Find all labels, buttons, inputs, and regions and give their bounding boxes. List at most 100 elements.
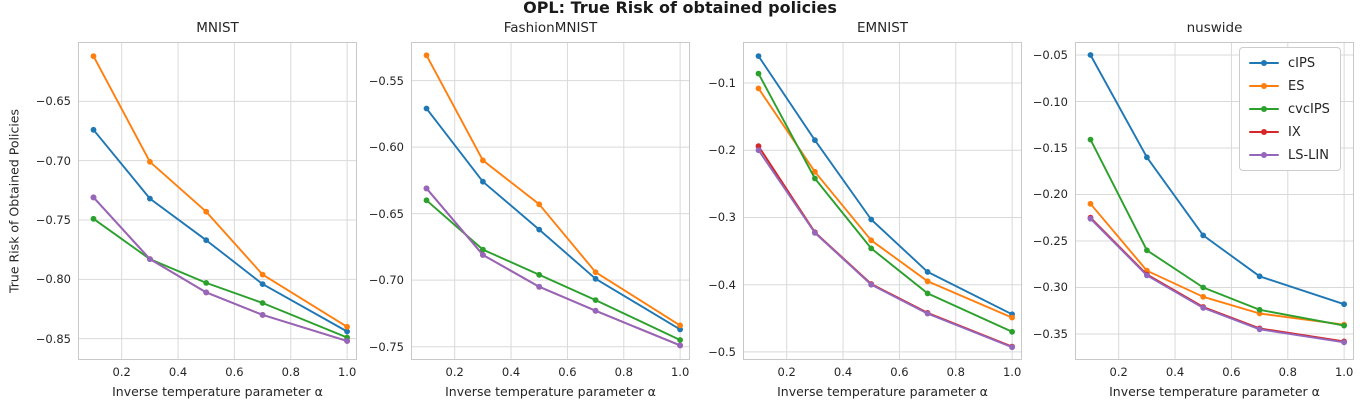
data-point-es bbox=[1009, 314, 1015, 321]
data-point-es bbox=[1200, 293, 1207, 300]
data-point-cvcips bbox=[480, 246, 486, 253]
gridlines bbox=[743, 42, 1022, 360]
y-tick-label: −0.05 bbox=[1032, 48, 1068, 63]
x-axis-label-emnist: Inverse temperature parameter α bbox=[777, 384, 988, 399]
x-tick-label: 1.0 bbox=[337, 365, 357, 379]
data-point-ls-lin bbox=[1256, 326, 1263, 333]
data-point-es bbox=[592, 269, 599, 276]
data-point-ls-lin bbox=[536, 283, 543, 290]
y-tick-label: −0.15 bbox=[1032, 141, 1068, 155]
data-point-ls-lin bbox=[677, 342, 683, 349]
data-point-ix bbox=[755, 143, 762, 150]
data-point-cvcips bbox=[1087, 136, 1094, 143]
x-tick-label: 0.2 bbox=[112, 365, 131, 379]
series-cips bbox=[1087, 52, 1347, 308]
y-tick-label: −0.35 bbox=[1032, 326, 1068, 341]
x-tick-label: 0.2 bbox=[1109, 365, 1128, 379]
series-line-ix bbox=[1089, 216, 1346, 343]
series-cvcips bbox=[755, 70, 1015, 335]
legend-line-sample-ix bbox=[1249, 129, 1279, 135]
data-point-ls-lin bbox=[480, 252, 486, 258]
data-point-ls-lin bbox=[203, 289, 210, 296]
data-point-ls-lin bbox=[1009, 344, 1015, 351]
x-tick-label: 0.4 bbox=[501, 365, 521, 379]
series-line-ls-lin bbox=[1089, 217, 1346, 344]
subplot-title-fashionmnist: FashionMNIST bbox=[503, 20, 598, 36]
data-point-ls-lin bbox=[868, 281, 875, 288]
data-point-es bbox=[344, 323, 350, 330]
data-point-cips bbox=[868, 216, 875, 223]
legend-entry-cvcips: cvcIPS bbox=[1249, 101, 1330, 117]
series-line-es bbox=[92, 55, 349, 328]
data-point-cips bbox=[147, 195, 153, 202]
series-line-cips bbox=[92, 128, 349, 333]
data-point-cvcips bbox=[592, 297, 599, 303]
data-point-es bbox=[812, 168, 818, 175]
x-tick-label: 0.8 bbox=[1278, 365, 1297, 379]
series-cips bbox=[90, 126, 350, 335]
x-tick-label: 0.8 bbox=[614, 365, 633, 379]
legend-entry-cips: cIPS bbox=[1249, 55, 1330, 71]
series-ls-lin bbox=[90, 194, 350, 344]
data-point-cvcips bbox=[812, 175, 818, 182]
data-point-cips bbox=[1256, 273, 1263, 280]
x-axis-label-nuswide: Inverse temperature parameter α bbox=[1109, 384, 1320, 399]
legend-entry-ix: IX bbox=[1249, 124, 1330, 140]
x-tick-label: 0.2 bbox=[777, 365, 796, 379]
plot-area-emnist bbox=[743, 42, 1022, 360]
x-tick-label: 1.0 bbox=[670, 365, 690, 379]
y-tick-label: −0.55 bbox=[368, 73, 404, 88]
data-point-cvcips bbox=[1200, 284, 1207, 291]
series-line-cvcips bbox=[92, 217, 349, 339]
y-tick-label: −0.20 bbox=[1032, 187, 1068, 202]
data-point-es bbox=[868, 237, 875, 244]
subplot-title-emnist: EMNIST bbox=[856, 20, 909, 36]
data-point-ls-lin bbox=[90, 194, 97, 201]
series-cvcips bbox=[90, 215, 350, 341]
data-point-es bbox=[203, 208, 210, 215]
y-tick-label: −0.80 bbox=[35, 272, 71, 287]
y-tick-label: −0.60 bbox=[368, 140, 404, 155]
plot-area-fashionmnist bbox=[411, 42, 690, 360]
data-point-cips bbox=[1087, 52, 1094, 58]
series-line-es bbox=[425, 54, 682, 327]
y-tick-label: −0.10 bbox=[1032, 94, 1068, 109]
data-point-ls-lin bbox=[147, 256, 153, 262]
data-point-cips bbox=[1341, 301, 1347, 308]
y-tick-label: −0.25 bbox=[1032, 233, 1068, 248]
data-point-cvcips bbox=[677, 337, 683, 343]
data-point-cips bbox=[924, 269, 931, 275]
x-tick-label: 0.4 bbox=[1165, 365, 1185, 379]
data-point-ls-lin bbox=[1144, 272, 1150, 279]
y-tick-label: −0.30 bbox=[1032, 280, 1068, 295]
gridlines bbox=[411, 42, 690, 360]
series-cips bbox=[423, 105, 683, 333]
data-point-cvcips bbox=[1256, 306, 1263, 313]
data-point-cvcips bbox=[1009, 328, 1015, 335]
series-line-ix bbox=[757, 145, 1014, 348]
series-ix bbox=[90, 194, 350, 344]
series-cvcips bbox=[423, 197, 683, 343]
data-point-es bbox=[259, 271, 266, 278]
data-point-cips bbox=[1144, 154, 1150, 161]
y-tick-label: −0.65 bbox=[35, 94, 71, 109]
data-point-ls-lin bbox=[592, 307, 599, 314]
data-point-cips bbox=[677, 326, 683, 333]
x-axis-label-fashionmnist: Inverse temperature parameter α bbox=[445, 384, 656, 399]
series-cips bbox=[755, 53, 1015, 318]
x-tick-label: 0.6 bbox=[558, 365, 577, 379]
y-tick-label: −0.85 bbox=[35, 331, 71, 346]
gridlines bbox=[78, 42, 357, 360]
y-axis-label: True Risk of Obtained Policies bbox=[6, 109, 22, 293]
y-tick-label: −0.2 bbox=[708, 143, 736, 158]
legend-label: cIPS bbox=[1288, 55, 1316, 71]
data-point-ls-lin bbox=[924, 310, 931, 317]
plot-area-mnist bbox=[78, 42, 357, 360]
data-point-cvcips bbox=[868, 245, 875, 252]
data-point-cvcips bbox=[755, 70, 762, 77]
y-tick-label: −0.70 bbox=[368, 273, 404, 288]
x-tick-label: 1.0 bbox=[1002, 365, 1022, 379]
series-cvcips bbox=[1087, 136, 1347, 329]
y-tick-label: −0.75 bbox=[368, 339, 404, 354]
